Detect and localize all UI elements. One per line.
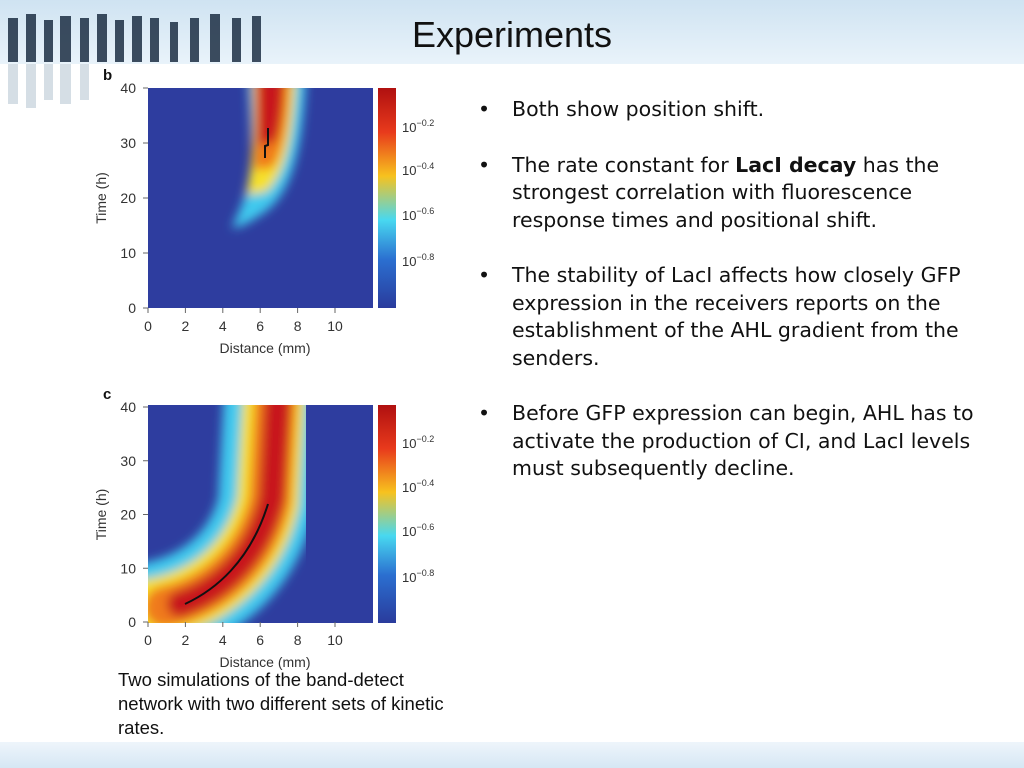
bullet: The rate constant for LacI decay has the… [478,152,978,235]
colorbar-label: 10−0.8 [402,568,434,585]
y-axis-label: Time (h) [93,489,109,541]
x-tick-label: 0 [144,632,152,648]
bullet: The stability of LacI affects how closel… [478,262,978,372]
bullet-text: Before GFP expression can begin, AHL has… [512,401,974,480]
figure-caption: Two simulations of the band-detect netwo… [118,669,444,738]
colorbar-exponent: −0.2 [416,434,434,444]
bullet: Before GFP expression can begin, AHL has… [478,400,978,483]
colorbar-label: 10−0.2 [402,118,434,135]
x-tick-label: 0 [144,318,152,334]
y-tick-label: 30 [120,135,136,151]
bullet-text: LacI decay [735,152,857,177]
heatmap [148,405,373,623]
colorbar-base: 10 [402,254,416,269]
x-tick-label: 4 [219,318,227,334]
colorbar-label: 10−0.6 [402,522,434,539]
colorbar-label: 10−0.6 [402,206,434,223]
colorbar [378,405,396,623]
y-tick-label: 10 [120,560,136,576]
panel-label: b [103,67,112,84]
x-tick-label: 4 [219,632,227,648]
colorbar-exponent: −0.4 [416,161,434,171]
colorbar-exponent: −0.6 [416,522,434,532]
heatmap [148,88,373,308]
colorbar-label: 10−0.8 [402,252,434,269]
colorbar-base: 10 [402,208,416,223]
colorbar-exponent: −0.8 [416,568,434,578]
y-tick-label: 0 [128,614,136,630]
x-tick-label: 6 [256,318,264,334]
colorbar-label: 10−0.2 [402,434,434,451]
panel-label: c [103,386,111,403]
y-tick-label: 20 [120,507,136,523]
x-tick-label: 2 [182,318,190,334]
x-axis-label: Distance (mm) [219,654,310,670]
y-tick-label: 20 [120,190,136,206]
colorbar-base: 10 [402,120,416,135]
x-tick-label: 8 [294,632,302,648]
x-tick-label: 8 [294,318,302,334]
bullet-list: Both show position shift. The rate consta… [478,96,978,511]
y-tick-label: 10 [120,245,136,261]
colorbar-base: 10 [402,524,416,539]
footer-band [0,742,1024,768]
y-tick-label: 0 [128,300,136,316]
y-tick-label: 40 [120,399,136,415]
y-tick-label: 30 [120,453,136,469]
x-tick-label: 6 [256,632,264,648]
colorbar-base: 10 [402,570,416,585]
slide-title: Experiments [411,14,613,55]
bullet-text: has the strongest correlation with fluor… [512,152,940,232]
colorbar-label: 10−0.4 [402,161,434,178]
y-axis-label: Time (h) [93,172,109,224]
x-tick-label: 10 [327,318,343,334]
colorbar-exponent: −0.2 [416,118,434,128]
x-axis-label: Distance (mm) [219,340,310,356]
x-tick-label: 10 [327,632,343,648]
colorbar-label: 10−0.4 [402,478,434,495]
colorbar-base: 10 [402,163,416,178]
bullet: Both show position shift. [478,96,978,124]
colorbar-exponent: −0.4 [416,478,434,488]
colorbar-base: 10 [402,436,416,451]
y-tick-label: 40 [120,80,136,96]
bullet-text: Both show position shift. [512,97,765,121]
colorbar-exponent: −0.8 [416,252,434,262]
colorbar [378,88,396,308]
colorbar-exponent: −0.6 [416,206,434,216]
header-band [0,0,1024,108]
bullet-text: The stability of LacI affects how closel… [512,263,961,370]
bullet-text: The rate constant for [512,152,736,177]
colorbar-base: 10 [402,480,416,495]
silhouettes [8,14,261,108]
x-tick-label: 2 [182,632,190,648]
